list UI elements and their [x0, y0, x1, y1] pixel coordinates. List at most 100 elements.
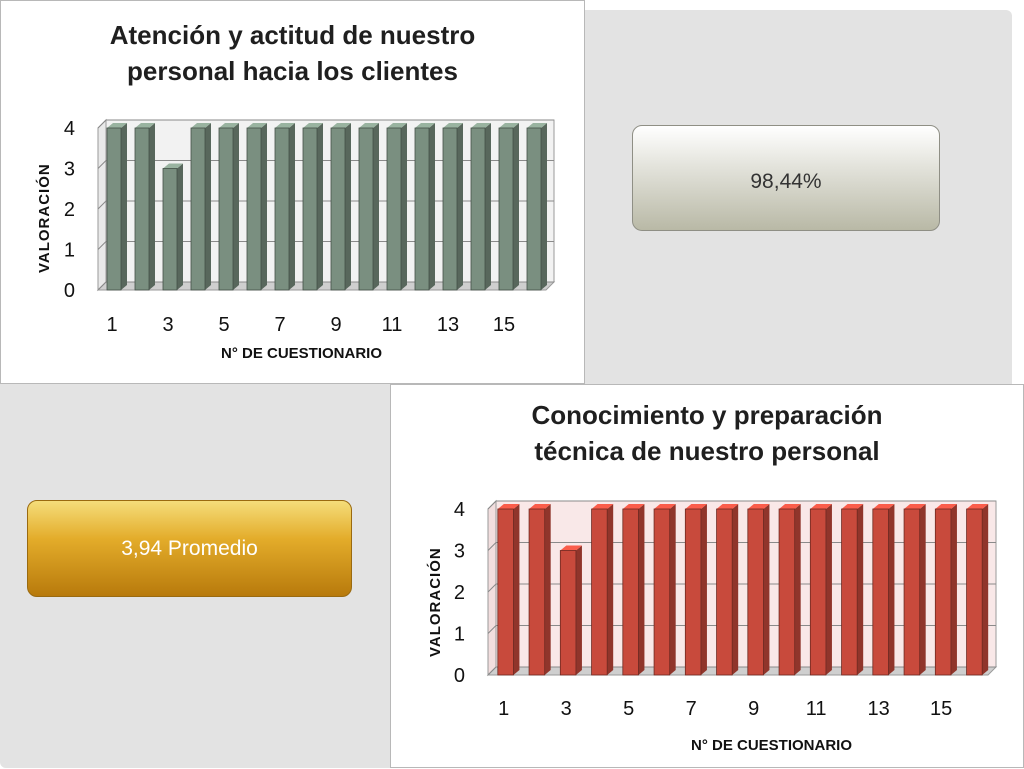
chart-title-line-2: personal hacia los clientes	[127, 56, 458, 86]
bar	[190, 123, 211, 291]
bar-side	[121, 123, 127, 290]
bar-front	[903, 508, 921, 676]
bar	[358, 123, 379, 291]
bar	[934, 504, 957, 676]
bar-top	[622, 504, 645, 509]
bar-front	[684, 508, 702, 676]
chart-panel-knowledge: Conocimiento y preparación técnica de nu…	[390, 384, 1024, 768]
x-axis-label: N° DE CUESTIONARIO	[221, 345, 383, 362]
bar	[386, 123, 407, 291]
bar-top	[443, 123, 463, 128]
bar-top	[527, 123, 547, 128]
bar-front	[442, 127, 458, 291]
bar-top	[560, 545, 582, 551]
bar	[716, 504, 739, 676]
x-tick-label: 9	[748, 698, 759, 720]
bar-top	[810, 504, 832, 509]
bar	[526, 123, 547, 291]
bar	[747, 504, 770, 676]
bar	[684, 504, 707, 676]
bar-top	[107, 123, 127, 128]
bar-top	[779, 504, 801, 509]
bar-side	[700, 504, 707, 675]
x-tick-label: 13	[868, 698, 890, 720]
x-tick-label: 3	[162, 314, 173, 336]
bar-front	[747, 508, 764, 676]
bar-front	[470, 127, 486, 291]
x-tick-label: 5	[623, 698, 634, 720]
bar-side	[669, 504, 676, 675]
bar-side	[401, 123, 407, 290]
bar-side	[763, 504, 770, 675]
bar	[274, 123, 295, 291]
bar-side	[373, 123, 379, 290]
percentage-callout: 98,44%	[632, 125, 940, 231]
bar-front	[414, 127, 430, 291]
bar-top	[471, 123, 491, 128]
gridline	[487, 500, 996, 510]
bar	[498, 123, 519, 291]
bar-front	[330, 127, 346, 291]
bar-top	[904, 504, 926, 509]
average-callout: 3,94 Promedio	[27, 500, 352, 597]
bar-side	[177, 163, 183, 290]
bar	[841, 504, 864, 676]
bar-front	[162, 168, 178, 291]
bar	[470, 123, 491, 291]
bar-top	[685, 504, 707, 509]
bar-top	[191, 123, 211, 128]
bar-top	[966, 504, 989, 509]
bar-front	[591, 508, 608, 676]
bar	[162, 163, 183, 291]
y-tick-label: 0	[64, 280, 75, 302]
y-tick-label: 0	[454, 665, 465, 687]
bar-side	[982, 504, 989, 675]
bar-top	[359, 123, 379, 128]
bar	[591, 504, 614, 676]
bar-side	[794, 504, 801, 675]
bar-side	[541, 123, 547, 290]
bar-side	[513, 504, 520, 675]
bar	[414, 123, 435, 291]
bar-side	[429, 123, 435, 290]
bar	[330, 123, 351, 291]
bar-side	[289, 123, 295, 290]
bar-front	[841, 508, 858, 676]
chart-title-line-1: Atención y actitud de nuestro	[109, 20, 476, 50]
bar	[778, 504, 801, 676]
x-tick-label: 9	[330, 314, 341, 336]
bar	[622, 504, 645, 676]
bar-top	[497, 504, 520, 509]
bar-top	[935, 504, 957, 509]
bar	[134, 123, 155, 291]
x-tick-label: 1	[106, 314, 117, 336]
bar-top	[387, 123, 407, 128]
bar	[966, 504, 989, 676]
bar-front	[809, 508, 827, 676]
bar-top	[275, 123, 295, 128]
bar-front	[934, 508, 952, 676]
bar-top	[135, 123, 155, 128]
bar-top	[415, 123, 435, 128]
bar	[559, 545, 582, 676]
bar-side	[638, 504, 645, 675]
y-tick-label: 2	[454, 582, 465, 604]
bar	[809, 504, 832, 676]
bar-side	[857, 504, 864, 675]
bar	[497, 504, 520, 676]
y-tick-label: 3	[454, 541, 465, 563]
bar-side	[575, 545, 582, 675]
bar	[218, 123, 239, 291]
y-tick-label: 4	[454, 499, 465, 521]
bar	[903, 504, 926, 676]
bar-front	[559, 550, 577, 676]
bar-side	[149, 123, 155, 290]
bar-side	[485, 123, 491, 290]
bar	[653, 504, 676, 676]
bar-side	[732, 504, 739, 675]
bar-side	[317, 123, 323, 290]
bar-front	[716, 508, 733, 676]
x-axis-label: N° DE CUESTIONARIO	[691, 737, 853, 754]
